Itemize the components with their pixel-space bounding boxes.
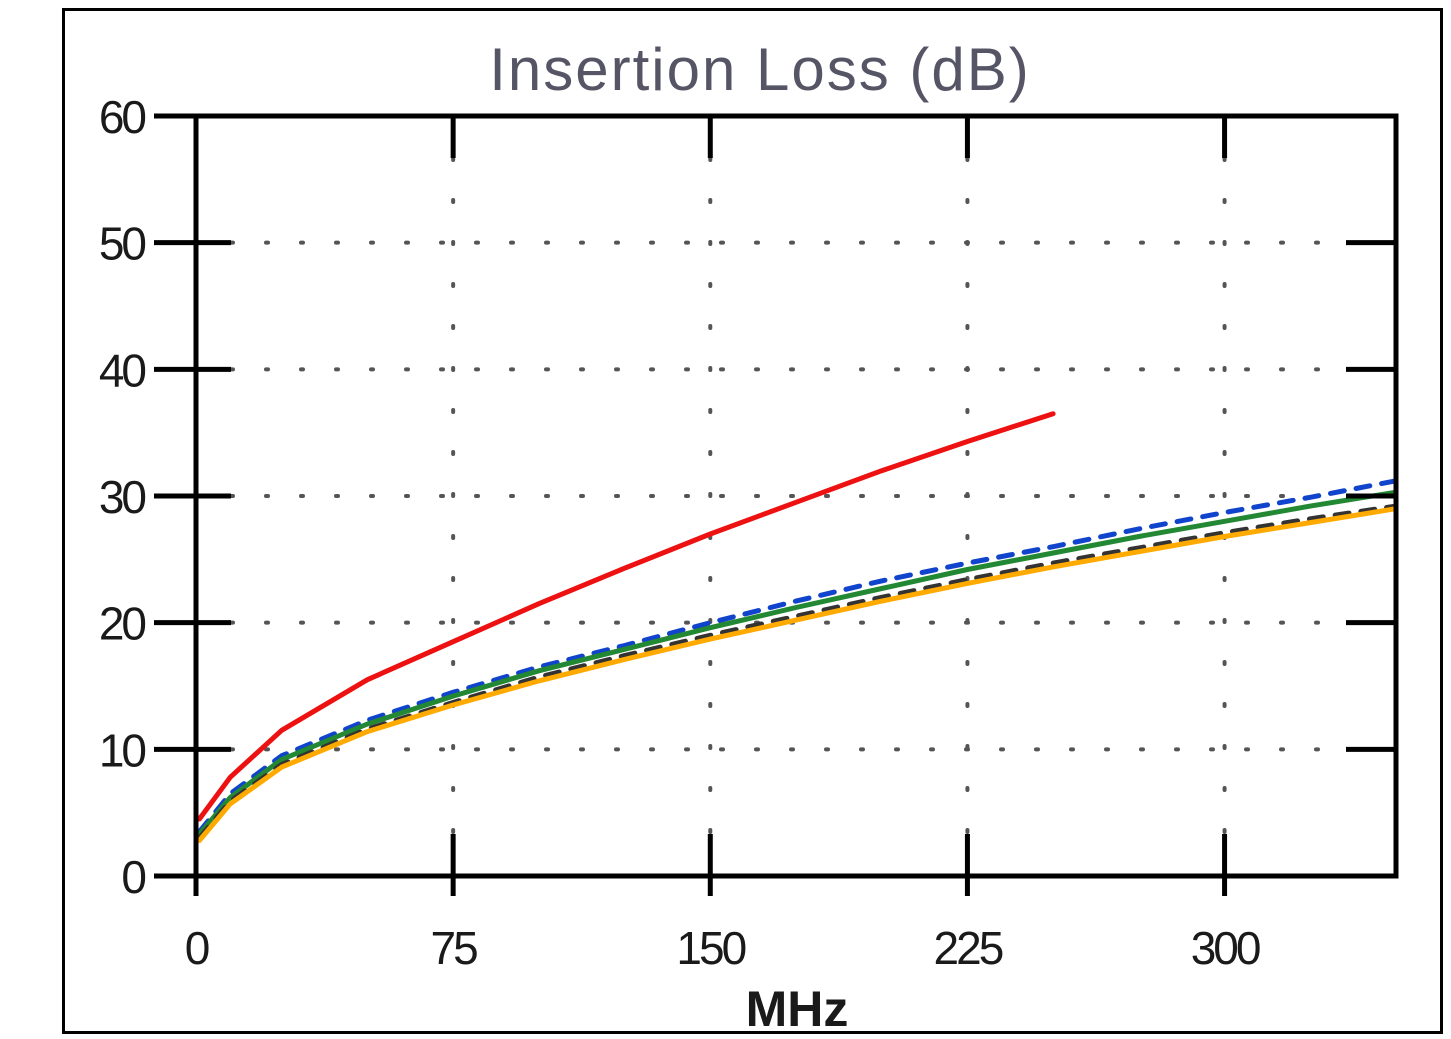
ticks: 0 10 20 30 40 50 60 0 75 150 225 300: [99, 91, 1396, 974]
x-tick-label: 225: [934, 922, 1003, 974]
y-tick-label: 40: [99, 344, 146, 396]
y-tick-label: 10: [99, 724, 146, 776]
chart-title: Insertion Loss (dB): [489, 36, 1031, 103]
y-tick-label: 0: [121, 851, 145, 903]
y-tick-label: 50: [99, 218, 146, 270]
y-tick-label: 20: [99, 598, 146, 650]
x-tick-label: 0: [185, 922, 209, 974]
series-group: [196, 411, 1399, 843]
y-tick-label: 30: [99, 471, 146, 523]
x-tick-label: 75: [431, 922, 478, 974]
series-line-3: [196, 489, 1399, 837]
x-axis-label: MHz: [746, 981, 849, 1037]
series-line-5: [196, 506, 1399, 843]
series-line-1: [196, 411, 1056, 822]
x-tick-label: 300: [1191, 922, 1260, 974]
plot-border: [193, 113, 1399, 879]
series-line-2: [196, 478, 1399, 835]
y-tick-label: 60: [99, 91, 146, 143]
grid: [194, 114, 1398, 878]
x-tick-label: 150: [676, 922, 745, 974]
